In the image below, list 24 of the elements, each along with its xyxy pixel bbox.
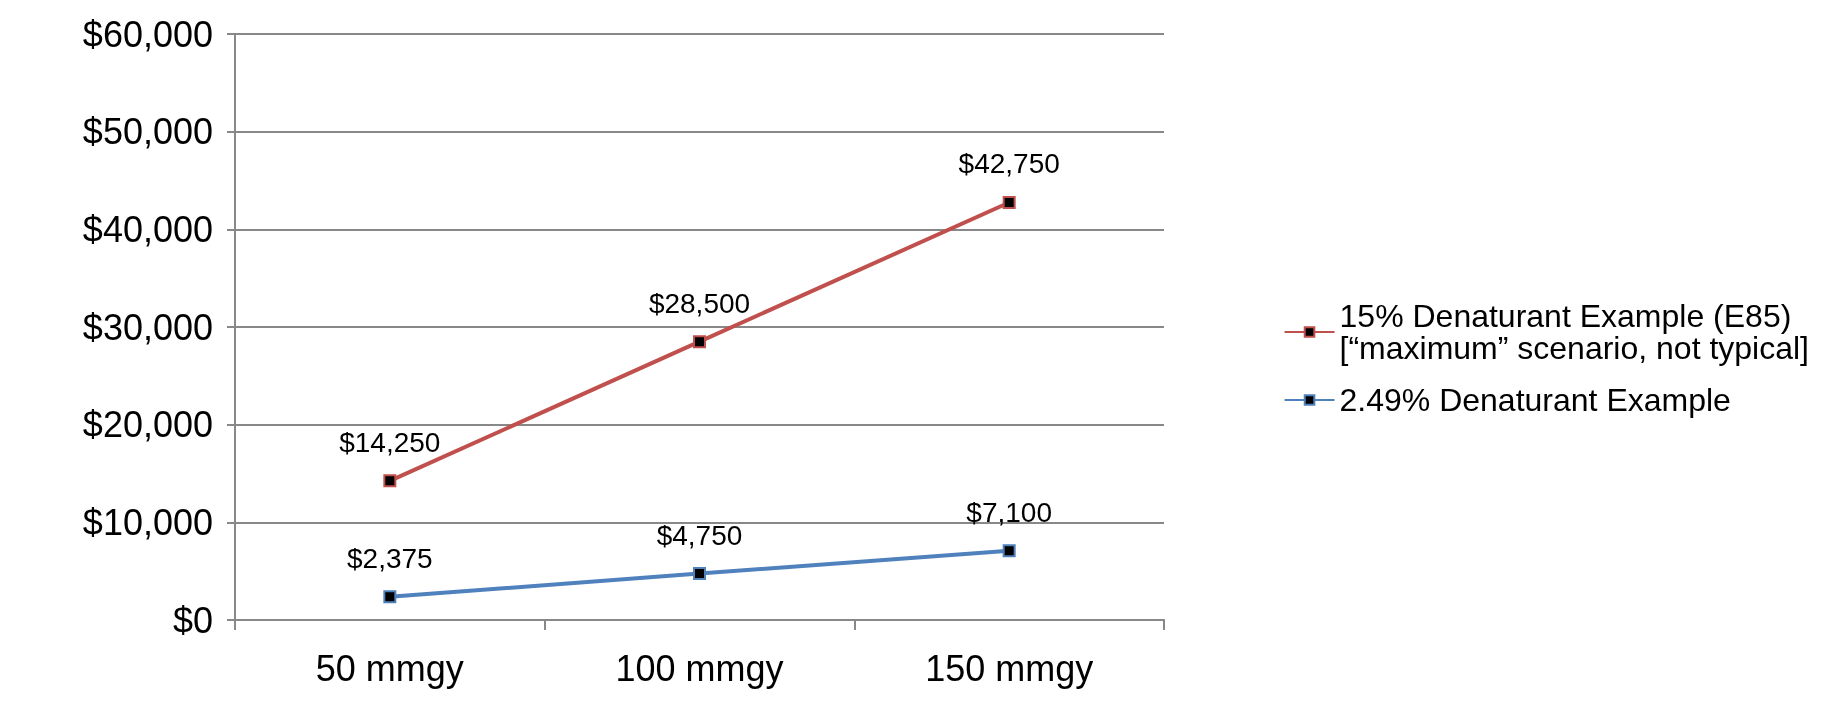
legend-label: 2.49% Denaturant Example: [1339, 382, 1731, 418]
data-label: $2,375: [347, 542, 433, 574]
y-tick-label: $0: [172, 599, 213, 641]
point: [1002, 544, 1016, 558]
y-tick-label: $50,000: [82, 111, 213, 153]
x-tick-label: 50 mmgy: [315, 647, 464, 689]
point: [1002, 195, 1016, 209]
data-label: $14,250: [339, 426, 441, 458]
x-tick-label: 150 mmgy: [925, 647, 1094, 689]
data-label: $28,500: [648, 287, 751, 319]
legend-label: 15% Denaturant Example (E85) [“maximum” scenario, not typical]: [1339, 298, 1809, 366]
point: [693, 567, 706, 581]
y-tick-label: $30,000: [82, 306, 213, 348]
y-tick-label: $20,000: [82, 404, 213, 446]
data-label: $4,750: [656, 519, 743, 551]
point: [693, 335, 706, 349]
point: [383, 474, 397, 488]
y-tick-label: $10,000: [82, 501, 213, 543]
data-label: $7,100: [966, 496, 1052, 528]
y-tick-label: $60,000: [82, 13, 213, 55]
y-tick-label: $40,000: [82, 208, 213, 250]
point: [383, 590, 397, 604]
x-tick-label: 100 mmgy: [615, 647, 784, 689]
data-label: $42,750: [958, 148, 1060, 180]
